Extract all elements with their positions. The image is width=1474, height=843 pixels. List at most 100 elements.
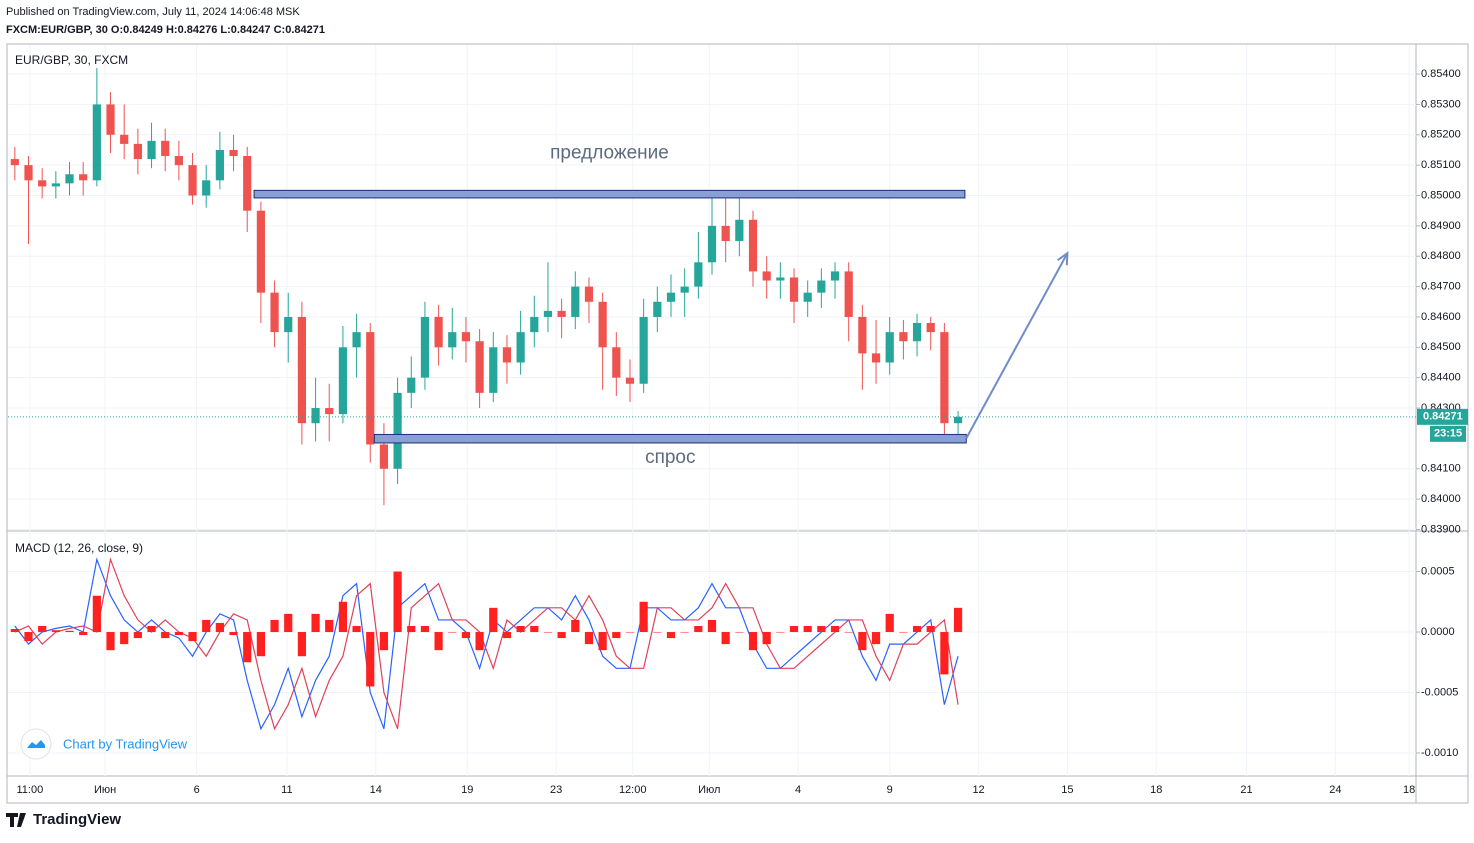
brand-logo [6,813,26,827]
candle-body [393,392,402,469]
candle-body [202,180,211,196]
histogram-bar [202,619,211,633]
histogram-bar [776,632,785,633]
histogram-bar [557,632,566,639]
last-price-label: 0.84271 [1423,411,1463,423]
histogram-bar [366,632,375,687]
candle-body [106,104,115,135]
histogram-bar [653,632,662,633]
histogram-bar [789,625,799,633]
candle-body [51,183,60,187]
candle-body [899,332,908,342]
histogram-bar [475,632,484,651]
candle-body [844,271,853,317]
y-tick-label: 0.85300 [1421,98,1461,110]
histogram-bar [926,625,935,633]
histogram-bar [912,625,922,633]
histogram-bar [79,632,88,636]
histogram-bar [161,632,170,639]
chart-frame [6,43,1469,804]
price-legend: EUR/GBP, 30, FXCM [15,53,128,67]
histogram-bar [106,632,115,651]
histogram-bar [598,632,607,651]
candle-body [270,292,279,333]
candle-body [174,156,183,166]
histogram-bar [502,632,512,639]
candle-body [871,353,881,363]
candle-body [297,316,307,424]
candle-body [311,408,320,424]
histogram-bar [338,601,348,633]
histogram-bar [830,625,840,633]
x-tick-label: 11 [281,784,292,796]
candle-body [366,332,375,445]
candle-body [502,347,512,363]
histogram-bar [461,632,471,639]
y-tick-label: 0.85100 [1421,159,1461,171]
candle-body [666,292,676,302]
histogram-bar [858,632,867,651]
candle-body [885,332,894,363]
histogram-bar [571,619,580,633]
candle-body [352,332,361,348]
candle-body [598,301,607,348]
histogram-bar [803,625,812,633]
candle-body [243,156,252,211]
y-tick-label: 0.83900 [1421,523,1461,535]
histogram-bar [489,607,498,633]
candle-body [10,159,19,166]
zone-label: спрос [645,447,695,468]
x-tick-label: 23 [550,784,562,796]
y-tick-label: -0.0005 [1421,686,1458,698]
histogram-bar [748,632,758,651]
candle-body [188,165,197,196]
histogram-bar [229,632,238,636]
histogram-bar [270,619,279,633]
candle-body [530,316,539,333]
y-tick-label: 0.84900 [1421,220,1461,232]
candle-body [92,104,101,181]
candle-body [584,286,594,302]
candle-body [65,174,74,184]
candle-body [120,134,129,144]
candle-body [475,341,484,393]
histogram-bar [133,632,142,639]
brand-name[interactable]: TradingView [33,811,121,828]
arrow [965,252,1069,439]
histogram-bar [584,632,594,645]
x-tick-label: 12:00 [619,784,647,796]
x-tick-label: 15 [1061,784,1073,796]
timer-box [1430,425,1466,442]
candle-body [161,140,170,157]
histogram-bar [885,613,894,633]
candle-body [776,277,785,281]
last-price-box [1417,408,1468,425]
histogram-bar [407,625,416,633]
candle-body [79,174,88,181]
candle-body [953,416,963,424]
y-tick-label: 0.84000 [1421,493,1461,505]
candle-body [543,310,553,317]
candle-body [325,408,334,415]
symbol-line: FXCM:EUR/GBP, 30 O:0.84249 H:0.84276 L:0… [6,24,325,36]
candle-body [489,347,498,393]
histogram-bar [844,632,853,633]
y-tick-label: 0.85400 [1421,68,1461,80]
histogram-bar [420,625,430,633]
histogram-bar [51,630,60,633]
histogram-bar [38,625,47,633]
x-tick-label: 24 [1329,784,1341,796]
candle-body [284,316,293,333]
histogram-bar [24,632,33,642]
histogram-bar [762,632,771,645]
histogram-bar [707,619,717,633]
histogram-bar [543,632,553,633]
histogram-bar [666,632,676,639]
histogram-bar [735,632,744,633]
candle-body [215,149,224,181]
y-tick-label: 0.84100 [1421,463,1461,475]
candle-body [434,316,443,348]
watermark-text[interactable]: Chart by TradingView [63,736,188,751]
y-tick-label: 0.84400 [1421,372,1461,384]
